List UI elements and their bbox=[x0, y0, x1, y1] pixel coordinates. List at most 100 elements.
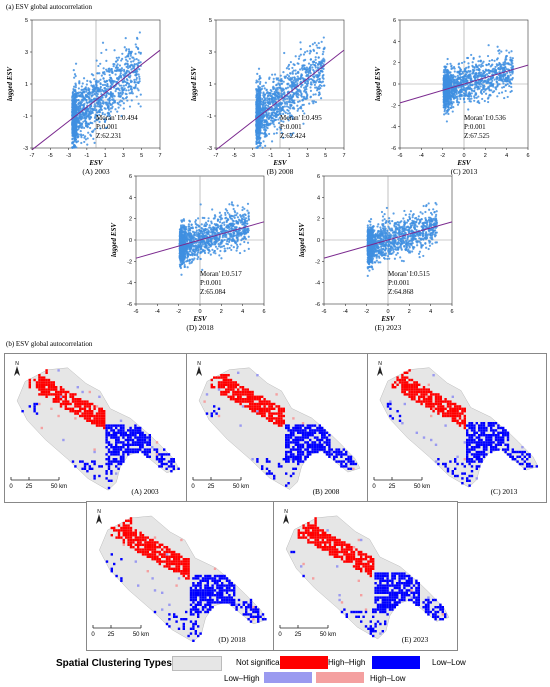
scatter-point bbox=[244, 228, 247, 232]
scatter-point bbox=[100, 51, 103, 55]
scatter-point bbox=[205, 239, 209, 242]
scatter-point bbox=[128, 66, 132, 69]
scatter-point bbox=[106, 102, 109, 106]
scatter-point bbox=[290, 104, 293, 107]
scatter-point bbox=[499, 79, 503, 82]
scatter-point bbox=[309, 89, 313, 92]
scatter-point bbox=[79, 129, 82, 133]
scatter-point bbox=[86, 79, 89, 82]
scatter-point bbox=[225, 242, 228, 245]
scatter-point bbox=[446, 71, 449, 75]
scatter-point bbox=[103, 120, 107, 124]
scatter-point bbox=[287, 75, 291, 78]
scatter-point bbox=[88, 100, 91, 103]
scatter-point bbox=[223, 238, 226, 242]
scatter-point bbox=[268, 123, 271, 126]
scatter-point bbox=[289, 72, 292, 75]
scatter-point bbox=[124, 72, 127, 75]
scatter-point bbox=[211, 248, 214, 251]
scatter-point bbox=[484, 80, 487, 83]
scatter-point bbox=[82, 77, 86, 80]
scatter-point bbox=[123, 46, 126, 49]
scatter-point bbox=[505, 58, 508, 61]
scatter-point bbox=[136, 47, 140, 50]
scatter-point bbox=[309, 86, 312, 89]
scatter-point bbox=[84, 88, 87, 91]
scatter-point bbox=[452, 106, 455, 109]
scatter-point bbox=[489, 65, 492, 68]
scatter-point bbox=[497, 63, 500, 66]
scatter-point bbox=[240, 217, 244, 220]
scatter-point bbox=[112, 98, 115, 101]
scatter-point bbox=[507, 77, 510, 80]
scatter-point bbox=[273, 132, 276, 135]
scatter-point bbox=[508, 84, 511, 88]
scatter-point bbox=[137, 59, 140, 62]
scatter-point bbox=[262, 116, 265, 119]
scatter-point bbox=[273, 125, 276, 128]
scatter-point bbox=[76, 136, 79, 139]
scatter-point bbox=[479, 80, 482, 83]
scatter-point bbox=[268, 132, 271, 136]
scatter-point bbox=[119, 74, 122, 77]
scatter-plot: -7 -5 -3 -1 1 3 5 7 -3 -1 1 3 5 Moran' I:0.495 P:0.001… bbox=[186, 12, 356, 182]
scatter-point bbox=[223, 221, 226, 224]
scatter-point bbox=[454, 75, 457, 78]
scatter-point bbox=[130, 88, 133, 91]
scatter-point bbox=[85, 124, 88, 127]
scatter-point bbox=[95, 59, 98, 62]
scatter-point bbox=[312, 93, 315, 96]
scatter-point bbox=[228, 203, 231, 206]
scatter-point bbox=[256, 135, 260, 139]
scatter-point bbox=[119, 72, 122, 75]
scatter-point bbox=[503, 63, 507, 66]
scatter-point bbox=[83, 115, 86, 119]
scatter-point bbox=[133, 78, 136, 81]
scatter-point bbox=[306, 50, 309, 53]
scatter-point bbox=[305, 68, 308, 72]
scatter-point bbox=[183, 263, 186, 267]
scatter-point bbox=[119, 94, 122, 98]
x-tick-label: -1 bbox=[268, 153, 273, 159]
scatter-point bbox=[480, 92, 484, 95]
scatter-point bbox=[453, 89, 456, 92]
scatter-point bbox=[314, 93, 317, 96]
scatter-point bbox=[462, 86, 465, 89]
scatter-point bbox=[301, 99, 304, 102]
scatter-point bbox=[137, 102, 140, 105]
scatter-point bbox=[498, 71, 501, 74]
scatter-point bbox=[291, 85, 294, 88]
scatter-point bbox=[213, 249, 216, 253]
scatter-point bbox=[480, 63, 483, 66]
scatter-point bbox=[275, 89, 278, 92]
scatter-point bbox=[280, 119, 283, 123]
scatter-point bbox=[89, 121, 92, 124]
scatter-point bbox=[217, 242, 220, 246]
scatter-point bbox=[470, 97, 473, 100]
scatter-point bbox=[299, 48, 302, 51]
scatter-point bbox=[468, 70, 471, 73]
scatter-point bbox=[234, 241, 237, 244]
scatter-point bbox=[188, 250, 191, 253]
scatter-point bbox=[268, 97, 271, 100]
scatter-point bbox=[111, 101, 114, 105]
scatter-point bbox=[265, 133, 268, 136]
scatter-point bbox=[511, 59, 514, 62]
scatter-point bbox=[508, 51, 511, 54]
scatter-point bbox=[97, 80, 100, 83]
scatter-point bbox=[480, 74, 483, 77]
scatter-point bbox=[477, 85, 480, 89]
scatter-point bbox=[303, 112, 306, 115]
scatter-point bbox=[322, 67, 325, 70]
scatter-point bbox=[291, 101, 294, 104]
scatter-point bbox=[498, 92, 501, 95]
scatter-point bbox=[276, 113, 279, 116]
scatter-point bbox=[258, 106, 261, 109]
scatter-point bbox=[133, 63, 136, 66]
scatter-point bbox=[322, 63, 325, 66]
scatter-point bbox=[81, 125, 84, 128]
scatter-point bbox=[316, 87, 319, 90]
scatter-point bbox=[256, 107, 260, 110]
scatter-point bbox=[443, 85, 446, 89]
y-tick-label: -2 bbox=[391, 103, 396, 109]
